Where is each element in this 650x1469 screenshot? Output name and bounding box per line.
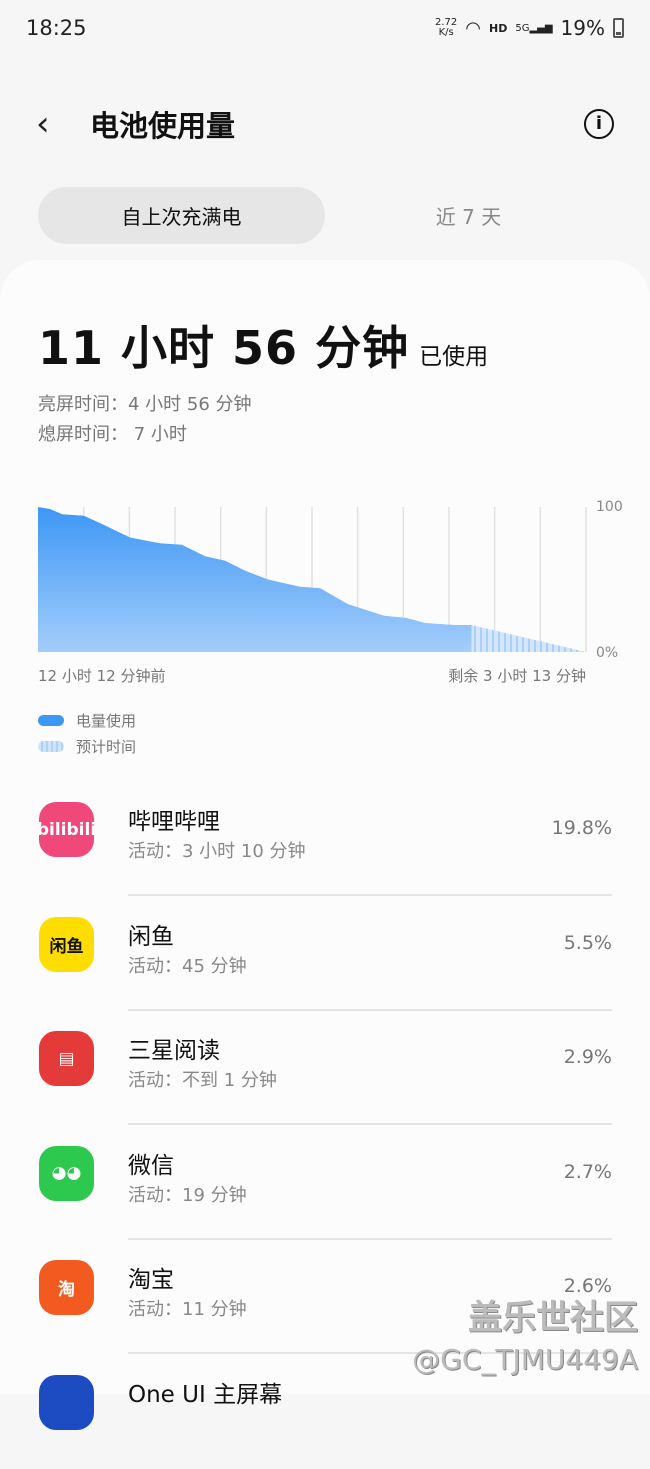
app-row[interactable]: 闲鱼 闲鱼 活动：45 分钟 5.5% bbox=[0, 897, 650, 1011]
app-percent: 19.8% bbox=[551, 817, 612, 839]
legend-usage: 电量使用 bbox=[38, 710, 136, 731]
taobao-icon: 淘 bbox=[39, 1260, 94, 1315]
battery-icon bbox=[613, 18, 624, 38]
app-name: 闲鱼 bbox=[128, 923, 174, 950]
signal-icon: 5G▂▄▆ bbox=[515, 22, 553, 34]
divider bbox=[128, 1352, 612, 1354]
legend-swatch bbox=[38, 715, 64, 726]
hd-icon: HD bbox=[489, 21, 508, 35]
total-suffix: 已使用 bbox=[419, 344, 489, 370]
legend-swatch bbox=[38, 741, 64, 752]
app-row[interactable]: ▤ 三星阅读 活动：不到 1 分钟 2.9% bbox=[0, 1011, 650, 1125]
x-label-start: 12 小时 12 分钟前 bbox=[38, 667, 166, 685]
app-header: ‹ 电池使用量 i bbox=[0, 96, 650, 152]
app-row[interactable]: ◕◕ 微信 活动：19 分钟 2.7% bbox=[0, 1126, 650, 1240]
y-tick-0: 0% bbox=[596, 645, 618, 661]
period-tabs: 自上次充满电 近 7 天 bbox=[38, 187, 612, 244]
usage-area bbox=[38, 507, 472, 652]
app-percent: 2.9% bbox=[563, 1046, 612, 1068]
usage-card bbox=[0, 260, 650, 1394]
app-activity: 活动：3 小时 10 分钟 bbox=[128, 841, 306, 862]
divider bbox=[128, 1008, 612, 1011]
app-percent: 5.5% bbox=[563, 931, 612, 954]
screen-off-time: 熄屏时间： 7 小时 bbox=[38, 424, 187, 445]
battery-percent: 19% bbox=[560, 16, 605, 40]
app-name: One UI 主屏幕 bbox=[128, 1381, 283, 1408]
network-type: 5G bbox=[515, 22, 530, 34]
app-row[interactable]: bilibili 哔哩哔哩 活动：3 小时 10 分钟 19.8% bbox=[0, 782, 650, 896]
app-name: 微信 bbox=[128, 1152, 174, 1179]
y-tick-100: 100 bbox=[596, 499, 623, 515]
app-name: 三星阅读 bbox=[128, 1038, 220, 1064]
battery-chart: 100 0% bbox=[38, 499, 623, 661]
status-bar: 18:25 2.72 K/s ◠ HD 5G▂▄▆ 19% bbox=[0, 0, 650, 56]
x-label-end: 剩余 3 小时 13 分钟 bbox=[448, 667, 586, 685]
app-percent: 2.7% bbox=[563, 1160, 612, 1183]
watermark-title: 盖乐世社区 bbox=[468, 1298, 638, 1338]
legend-label: 电量使用 bbox=[76, 712, 137, 730]
clock: 18:25 bbox=[26, 16, 87, 40]
wifi-icon: ◠ bbox=[465, 17, 481, 39]
app-percent: 2.6% bbox=[563, 1275, 612, 1297]
estimate-area bbox=[471, 625, 586, 652]
total-usage: 11 小时 56 分钟 已使用 bbox=[38, 312, 488, 378]
wechat-icon: ◕◕ bbox=[39, 1145, 94, 1201]
app-activity: 活动：不到 1 分钟 bbox=[128, 1070, 277, 1091]
speed-value: 2.72 bbox=[435, 17, 458, 28]
tab-last-7-days[interactable]: 近 7 天 bbox=[435, 205, 502, 229]
tab-since-full-charge[interactable]: 自上次充满电 bbox=[38, 187, 325, 244]
oneui-home-icon bbox=[39, 1374, 94, 1430]
app-row[interactable]: 淘 淘宝 活动：11 分钟 2.6% bbox=[0, 1240, 650, 1354]
app-activity: 活动：11 分钟 bbox=[128, 1299, 247, 1320]
app-activity: 活动：19 分钟 bbox=[128, 1184, 247, 1206]
info-icon[interactable]: i bbox=[584, 109, 614, 139]
screen-on-time: 亮屏时间：4 小时 56 分钟 bbox=[38, 394, 252, 415]
speed-unit: K/s bbox=[438, 27, 454, 38]
xianyu-icon: 闲鱼 bbox=[39, 916, 94, 972]
watermark-user: @GC_TJMU449A bbox=[412, 1343, 638, 1376]
divider bbox=[128, 1123, 612, 1125]
book-icon: ▤ bbox=[39, 1031, 94, 1086]
app-name: 淘宝 bbox=[128, 1267, 174, 1293]
total-time: 11 小时 56 分钟 bbox=[38, 321, 410, 375]
app-name: 哔哩哔哩 bbox=[128, 809, 220, 835]
net-speed: 2.72 K/s bbox=[435, 18, 457, 38]
page-title: 电池使用量 bbox=[90, 109, 236, 143]
legend-estimate: 预计时间 bbox=[38, 736, 136, 757]
divider bbox=[128, 894, 612, 896]
app-activity: 活动：45 分钟 bbox=[128, 955, 247, 977]
divider bbox=[128, 1237, 612, 1240]
bilibili-icon: bilibili bbox=[37, 802, 96, 857]
back-button[interactable]: ‹ bbox=[36, 104, 50, 144]
legend-label: 预计时间 bbox=[76, 738, 137, 756]
